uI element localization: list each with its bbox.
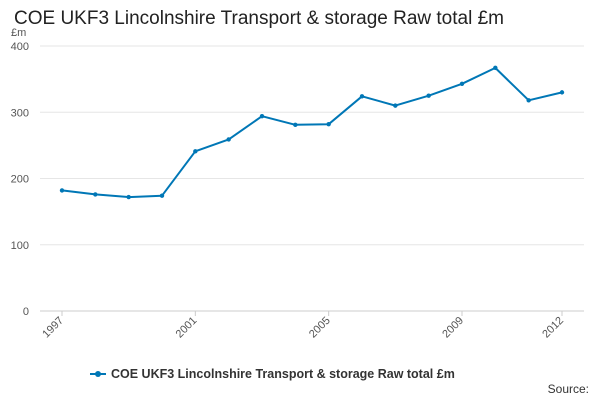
- chart-title: COE UKF3 Lincolnshire Transport & storag…: [14, 8, 504, 29]
- data-point[interactable]: [93, 192, 98, 197]
- data-point[interactable]: [459, 81, 465, 86]
- x-tick-label: 2005: [307, 315, 333, 341]
- y-tick-label: 200: [11, 174, 29, 186]
- series: [59, 65, 565, 200]
- data-point[interactable]: [193, 149, 198, 154]
- y-axis-unit-label: £m: [11, 27, 27, 39]
- data-point[interactable]: [526, 98, 531, 103]
- data-point[interactable]: [426, 93, 431, 98]
- data-point[interactable]: [59, 188, 65, 193]
- x-tick-label: 2012: [540, 315, 566, 341]
- data-point[interactable]: [493, 65, 498, 71]
- data-point[interactable]: [559, 90, 565, 95]
- series-line: [61, 66, 563, 199]
- x-tick-label: 2009: [440, 315, 466, 341]
- data-point[interactable]: [226, 137, 231, 142]
- legend[interactable]: COE UKF3 Lincolnshire Transport & storag…: [90, 366, 455, 382]
- data-point[interactable]: [159, 193, 165, 198]
- y-tick-label: 300: [11, 107, 29, 119]
- x-tick-label: 1997: [40, 315, 66, 341]
- data-point[interactable]: [393, 103, 398, 108]
- data-point[interactable]: [126, 194, 131, 200]
- data-point[interactable]: [259, 114, 265, 119]
- y-tick-label: 400: [11, 41, 29, 53]
- data-point[interactable]: [326, 121, 331, 127]
- axes: 0 100 200 300 400 1997 2001 2005 2009 2012: [11, 41, 566, 340]
- source-label: Source:: [547, 382, 589, 396]
- legend-swatch: [90, 371, 106, 377]
- gridlines: [40, 45, 584, 312]
- data-point[interactable]: [359, 94, 365, 99]
- legend-label: COE UKF3 Lincolnshire Transport & storag…: [111, 367, 455, 381]
- y-tick-label: 0: [23, 306, 29, 318]
- data-point[interactable]: [293, 122, 298, 128]
- y-tick-label: 100: [11, 240, 29, 252]
- x-tick-label: 2001: [174, 315, 200, 341]
